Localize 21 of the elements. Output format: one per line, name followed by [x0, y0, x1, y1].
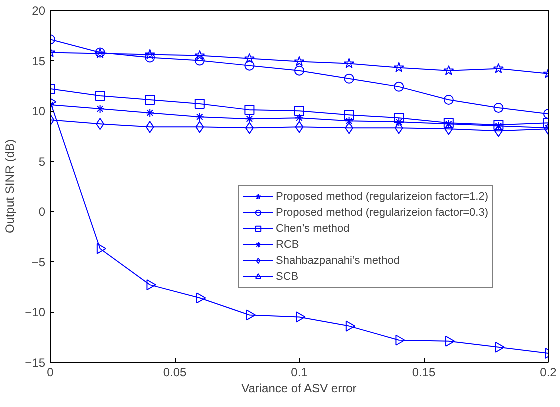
x-axis-title: Variance of ASV error — [242, 382, 357, 396]
y-tick-label: 5 — [38, 154, 46, 169]
x-tick-label: 0 — [47, 366, 54, 380]
x-tick-label: 0.15 — [412, 366, 436, 380]
x-tick-label: 0.05 — [163, 366, 188, 380]
y-tick-label: −15 — [25, 356, 46, 370]
legend-label: RCB — [276, 238, 300, 251]
y-tick-label: 15 — [32, 54, 46, 68]
y-tick-label: −5 — [32, 255, 46, 270]
x-tick-label: 0.1 — [291, 366, 308, 380]
y-axis-title: Output SINR (dB) — [3, 139, 18, 234]
legend-label: Proposed method (regularizeion factor=1.2) — [276, 190, 488, 203]
x-tick-label: 0.2 — [540, 366, 558, 380]
y-tick-label: 20 — [32, 4, 46, 18]
y-tick-label: 10 — [32, 104, 46, 119]
legend-label: Proposed method (regularizeion factor=0.3) — [276, 206, 488, 219]
y-tick-label: −10 — [25, 306, 46, 320]
legend-label: Shahbazpanahi’s method — [276, 254, 400, 267]
legend-label: Chen’s method — [276, 222, 350, 235]
y-tick-label: 0 — [38, 205, 46, 220]
legend-label: SCB — [276, 270, 299, 283]
